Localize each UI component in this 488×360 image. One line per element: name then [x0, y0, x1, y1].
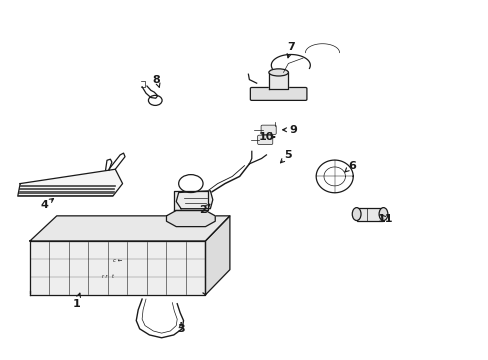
FancyBboxPatch shape: [257, 135, 272, 144]
Polygon shape: [205, 216, 229, 295]
Text: 4: 4: [41, 200, 48, 210]
Polygon shape: [30, 216, 229, 241]
Text: 2: 2: [199, 206, 206, 216]
FancyBboxPatch shape: [250, 87, 306, 100]
Polygon shape: [176, 191, 212, 209]
Text: 10: 10: [258, 132, 274, 142]
Text: 11: 11: [377, 215, 393, 224]
Text: 8: 8: [153, 75, 160, 85]
Polygon shape: [166, 211, 215, 226]
Ellipse shape: [351, 208, 360, 221]
Polygon shape: [268, 72, 288, 89]
Text: r r   t: r r t: [102, 274, 114, 279]
Text: 7: 7: [286, 42, 294, 52]
Ellipse shape: [268, 69, 288, 76]
Polygon shape: [18, 169, 122, 196]
Polygon shape: [30, 241, 205, 295]
Polygon shape: [173, 191, 207, 211]
Ellipse shape: [378, 208, 387, 221]
Text: 9: 9: [289, 125, 297, 135]
Text: c ←: c ←: [113, 258, 122, 263]
Text: 5: 5: [284, 150, 292, 160]
Bar: [356, 208, 383, 221]
Text: 6: 6: [347, 161, 355, 171]
Text: 1: 1: [72, 299, 80, 309]
Text: 3: 3: [177, 324, 184, 334]
FancyBboxPatch shape: [261, 125, 276, 134]
